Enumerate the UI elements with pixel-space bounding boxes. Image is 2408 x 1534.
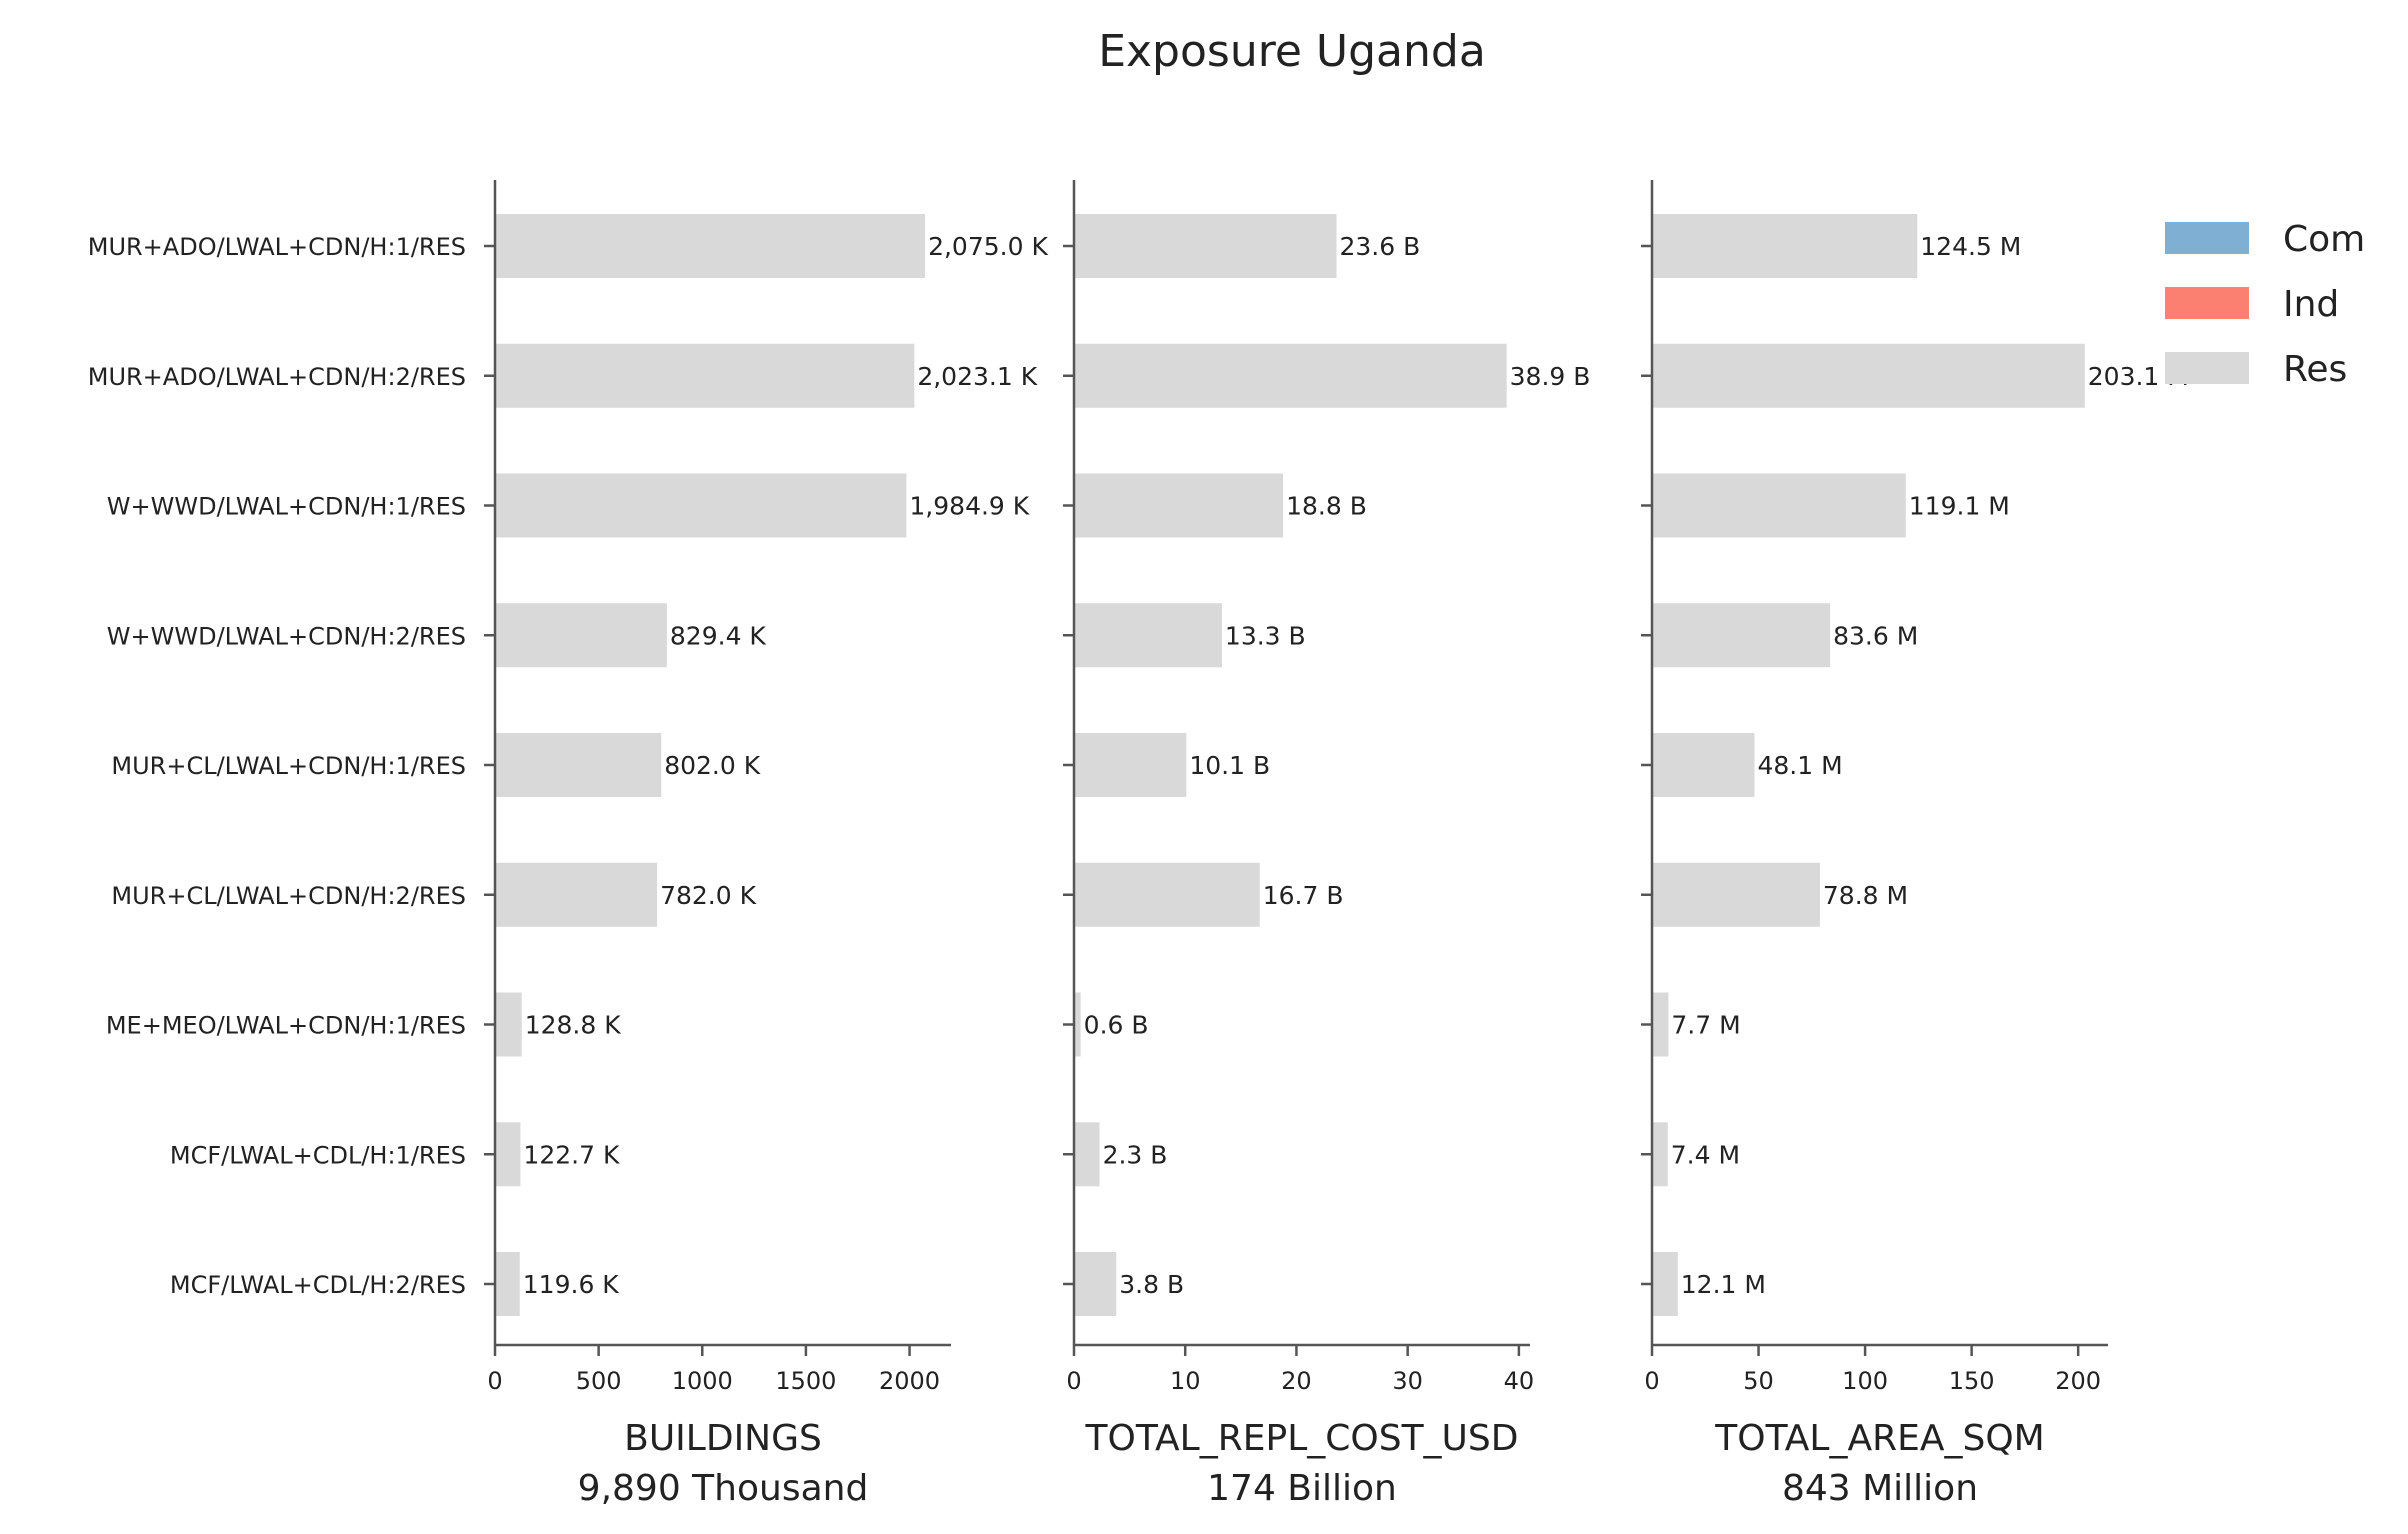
bar-res-7 bbox=[1074, 992, 1081, 1057]
category-label: MUR+CL/LWAL+CDN/H:2/RES bbox=[111, 882, 466, 910]
bar-res-9 bbox=[1074, 1252, 1117, 1316]
legend-swatch-ind bbox=[2165, 287, 2249, 319]
value-label: 802.0 K bbox=[664, 751, 761, 780]
legend-label-com: Com bbox=[2283, 219, 2365, 260]
bar-res-3 bbox=[1074, 473, 1284, 538]
bar-res-4 bbox=[495, 603, 667, 668]
value-label: 23.6 B bbox=[1339, 232, 1420, 261]
value-label: 38.9 B bbox=[1510, 362, 1591, 391]
x-axis-title: TOTAL_AREA_SQM bbox=[1714, 1418, 2044, 1459]
category-label: W+WWD/LWAL+CDN/H:2/RES bbox=[107, 622, 466, 650]
bar-res-7 bbox=[1652, 992, 1669, 1057]
value-label: 2.3 B bbox=[1103, 1140, 1168, 1169]
bar-res-8 bbox=[495, 1122, 521, 1187]
category-label: MCF/LWAL+CDL/H:1/RES bbox=[170, 1141, 466, 1169]
value-label: 2,023.1 K bbox=[917, 362, 1037, 391]
x-tick-label: 1000 bbox=[672, 1367, 733, 1395]
x-tick-label: 1500 bbox=[775, 1367, 836, 1395]
legend-label-res: Res bbox=[2283, 349, 2347, 390]
legend-swatch-res bbox=[2165, 352, 2249, 384]
value-label: 119.1 M bbox=[1909, 492, 2010, 521]
x-tick-label: 500 bbox=[576, 1367, 622, 1395]
bar-res-8 bbox=[1652, 1122, 1668, 1187]
chart-legend: Com Ind Res bbox=[2165, 219, 2365, 390]
x-tick-label: 10 bbox=[1170, 1367, 1201, 1395]
value-label: 13.3 B bbox=[1225, 621, 1306, 650]
value-label: 119.6 K bbox=[523, 1270, 620, 1299]
panel-1: 2,075.0 K 2,023.1 K 1,984.9 K 829.4 K 802.0 … bbox=[88, 180, 1048, 1509]
bar-res-2 bbox=[495, 343, 915, 408]
value-label: 124.5 M bbox=[1920, 232, 2021, 261]
bar-res-5 bbox=[495, 733, 662, 797]
legend-swatch-com bbox=[2165, 222, 2249, 254]
x-tick-label: 150 bbox=[1949, 1367, 1995, 1395]
x-tick-label: 0 bbox=[487, 1367, 502, 1395]
bar-res-4 bbox=[1074, 603, 1222, 668]
bar-res-6 bbox=[495, 862, 658, 927]
value-label: 78.8 M bbox=[1823, 881, 1908, 910]
x-tick-label: 0 bbox=[1066, 1367, 1081, 1395]
chart-panels: 2,075.0 K 2,023.1 K 1,984.9 K 829.4 K 802.0 … bbox=[88, 180, 2189, 1509]
value-label: 16.7 B bbox=[1263, 881, 1344, 910]
value-label: 7.7 M bbox=[1671, 1011, 1740, 1040]
value-label: 782.0 K bbox=[660, 881, 757, 910]
x-axis-title: BUILDINGS bbox=[624, 1418, 822, 1459]
bar-res-5 bbox=[1652, 733, 1755, 797]
value-label: 0.6 B bbox=[1084, 1011, 1149, 1040]
bar-res-8 bbox=[1074, 1122, 1100, 1187]
bar-res-4 bbox=[1652, 603, 1831, 668]
bar-res-1 bbox=[1652, 214, 1918, 278]
x-tick-label: 20 bbox=[1281, 1367, 1312, 1395]
bar-res-6 bbox=[1074, 862, 1260, 927]
bar-res-5 bbox=[1074, 733, 1187, 797]
bar-res-9 bbox=[495, 1252, 520, 1316]
bar-res-3 bbox=[495, 473, 907, 538]
bar-res-2 bbox=[1652, 343, 2085, 408]
value-label: 2,075.0 K bbox=[928, 232, 1048, 261]
bar-res-1 bbox=[495, 214, 926, 278]
x-tick-label: 50 bbox=[1743, 1367, 1774, 1395]
value-label: 7.4 M bbox=[1671, 1140, 1740, 1169]
category-label: ME+MEO/LWAL+CDN/H:1/RES bbox=[106, 1012, 466, 1040]
category-label: MCF/LWAL+CDL/H:2/RES bbox=[170, 1271, 466, 1299]
panel-2: 23.6 B 38.9 B 18.8 B 13.3 B 10.1 B 16.7 B 0.6 … bbox=[1063, 180, 1590, 1509]
category-label: MUR+CL/LWAL+CDN/H:1/RES bbox=[111, 752, 466, 780]
category-label: MUR+ADO/LWAL+CDN/H:2/RES bbox=[88, 363, 466, 391]
bar-res-7 bbox=[495, 992, 522, 1057]
x-tick-label: 40 bbox=[1504, 1367, 1535, 1395]
bar-res-3 bbox=[1652, 473, 1906, 538]
bar-res-1 bbox=[1074, 214, 1337, 278]
value-label: 829.4 K bbox=[670, 621, 767, 650]
x-axis-total: 174 Billion bbox=[1207, 1468, 1397, 1509]
x-axis-total: 843 Million bbox=[1782, 1468, 1978, 1509]
x-tick-label: 30 bbox=[1392, 1367, 1423, 1395]
bar-res-6 bbox=[1652, 862, 1820, 927]
chart-title: Exposure Uganda bbox=[1098, 26, 1486, 77]
x-tick-label: 2000 bbox=[879, 1367, 940, 1395]
value-label: 12.1 M bbox=[1681, 1270, 1766, 1299]
value-label: 3.8 B bbox=[1119, 1270, 1184, 1299]
x-tick-label: 0 bbox=[1644, 1367, 1659, 1395]
bar-res-9 bbox=[1652, 1252, 1678, 1316]
value-label: 1,984.9 K bbox=[909, 492, 1029, 521]
value-label: 122.7 K bbox=[523, 1140, 620, 1169]
x-axis-total: 9,890 Thousand bbox=[578, 1468, 869, 1509]
x-tick-label: 100 bbox=[1842, 1367, 1888, 1395]
x-tick-label: 200 bbox=[2055, 1367, 2101, 1395]
legend-label-ind: Ind bbox=[2283, 284, 2339, 325]
category-label: W+WWD/LWAL+CDN/H:1/RES bbox=[107, 493, 466, 521]
value-label: 128.8 K bbox=[525, 1011, 622, 1040]
category-label: MUR+ADO/LWAL+CDN/H:1/RES bbox=[88, 233, 466, 261]
value-label: 83.6 M bbox=[1833, 621, 1918, 650]
value-label: 10.1 B bbox=[1189, 751, 1270, 780]
bar-res-2 bbox=[1074, 343, 1507, 408]
value-label: 18.8 B bbox=[1286, 492, 1367, 521]
value-label: 48.1 M bbox=[1757, 751, 1842, 780]
x-axis-title: TOTAL_REPL_COST_USD bbox=[1085, 1418, 1519, 1459]
